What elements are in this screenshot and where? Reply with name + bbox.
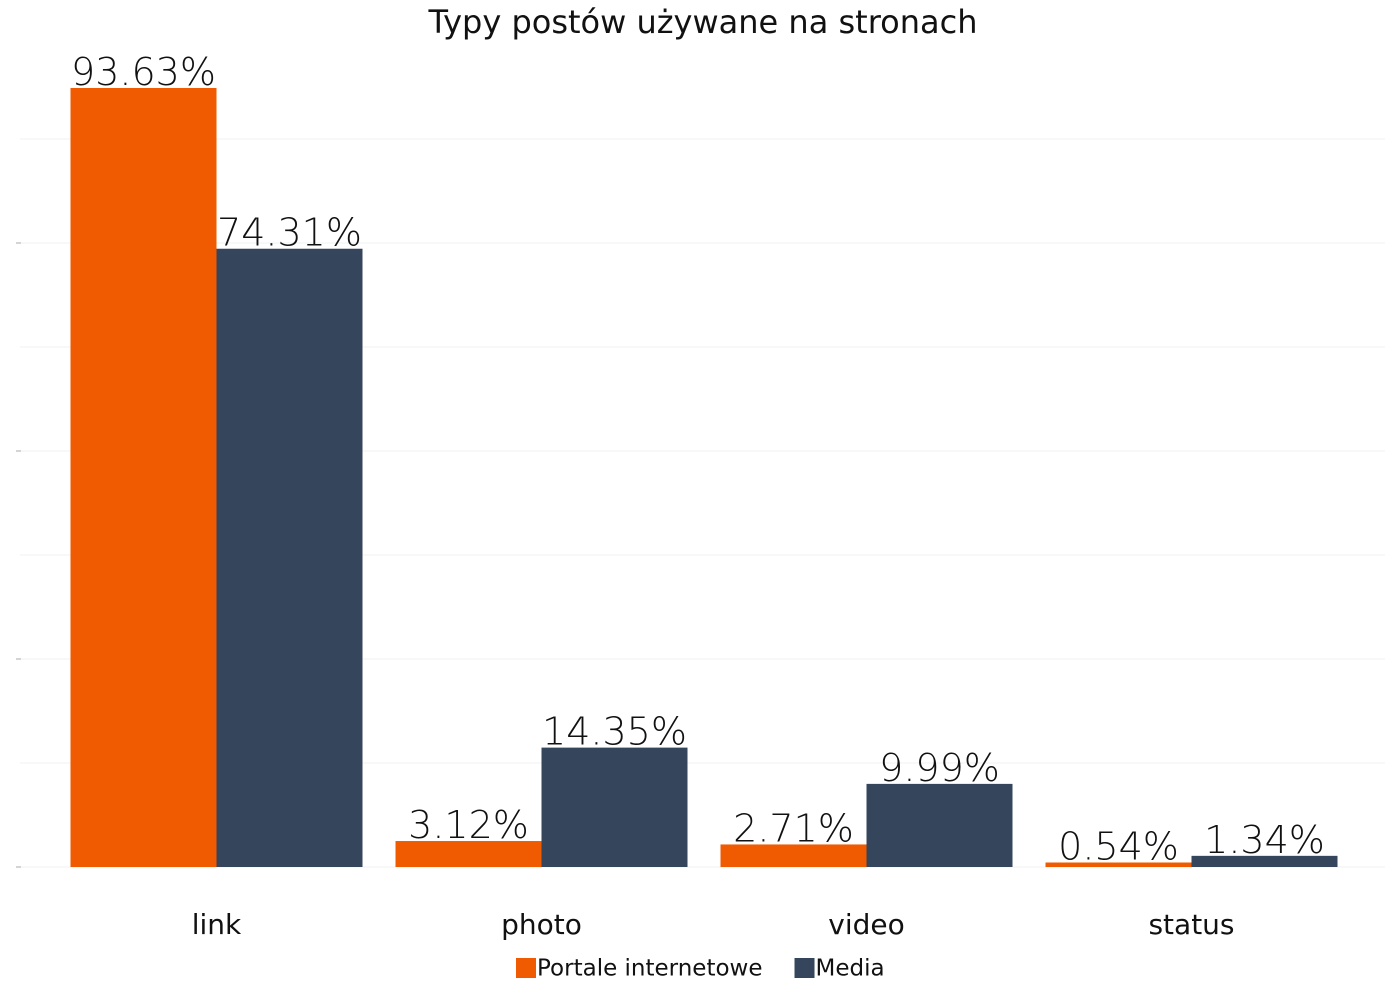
legend-swatch (516, 958, 536, 978)
chart-title: Typy postów używane na stronach (428, 3, 978, 41)
value-label: 9.99% (879, 746, 1000, 790)
bar (541, 747, 688, 867)
legend-label: Portale internetowe (537, 956, 763, 982)
value-label: 1.34% (1204, 818, 1325, 862)
x-tick-label: video (828, 908, 904, 941)
x-tick-label: photo (501, 908, 582, 941)
bar (1045, 862, 1192, 867)
x-tick-label: status (1148, 908, 1234, 941)
value-label: 14.35% (542, 710, 687, 754)
value-label: 2.71% (733, 806, 854, 850)
bar (1191, 855, 1338, 867)
bar (395, 841, 542, 867)
bar (70, 87, 217, 867)
value-label: 0.54% (1058, 825, 1179, 869)
x-tick-label: link (192, 908, 242, 941)
legend-swatch (794, 958, 815, 978)
legend-label: Media (816, 956, 885, 982)
value-label: 93.63% (71, 50, 216, 94)
bar (216, 248, 363, 868)
bar (720, 844, 867, 867)
value-label: 3.12% (408, 803, 529, 847)
bar (866, 783, 1013, 867)
value-label: 74.31% (217, 211, 362, 255)
